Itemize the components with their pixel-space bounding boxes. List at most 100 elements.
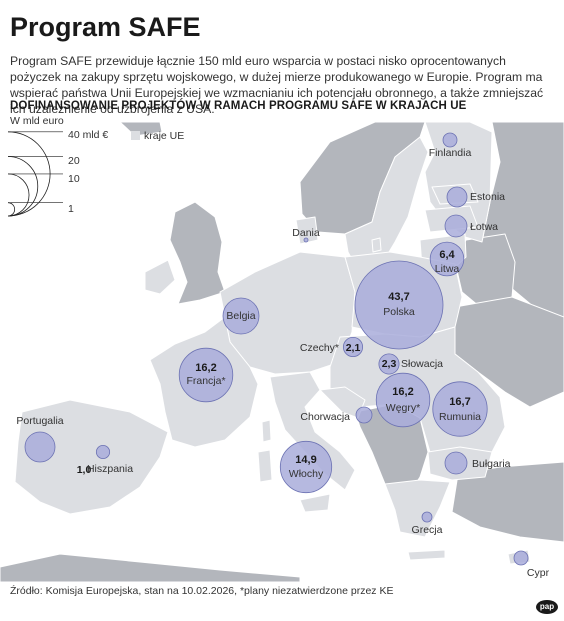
country-marker: Bułgaria xyxy=(444,451,511,475)
legend-circle-1 xyxy=(7,202,16,217)
page-title: Program SAFE xyxy=(10,12,201,42)
eu-legend-label: kraje UE xyxy=(144,130,184,142)
country-name-label: Czechy* xyxy=(300,342,339,354)
country-bubble xyxy=(444,451,468,475)
country-name-label: Hiszpania xyxy=(87,463,133,475)
country-bubble xyxy=(342,336,364,358)
country-name-label: Polska xyxy=(383,306,415,318)
land-ireland xyxy=(144,259,176,295)
country-bubble xyxy=(178,347,234,403)
bubble-layer: Finlandia Estonia Łotwa 6,4 Litwa Dania 43,7 Po… xyxy=(16,132,550,579)
country-name-label: Węgry* xyxy=(386,402,420,414)
country-name-label: Cypr xyxy=(527,567,550,579)
country-bubble xyxy=(354,260,444,350)
country-marker: 2,3 Słowacja xyxy=(378,353,443,375)
source-note: Źródło: Komisja Europejska, stan na 10.0… xyxy=(10,585,394,597)
country-marker: Belgia xyxy=(222,297,260,335)
country-name-label: Portugalia xyxy=(16,415,63,427)
legend-circle-10 xyxy=(7,173,30,217)
country-value-label: 16,2 xyxy=(195,362,216,374)
country-bubble xyxy=(375,372,431,428)
land-corsica xyxy=(261,419,272,443)
country-bubble xyxy=(95,444,111,460)
land-greece xyxy=(384,479,451,538)
country-marker: Portugalia xyxy=(16,415,64,463)
country-name-label: Włochy xyxy=(289,468,324,480)
country-bubble xyxy=(355,406,373,424)
legend-size-label: 10 xyxy=(68,173,80,185)
legend-size-1: 1 xyxy=(7,202,74,217)
country-name-label: Chorwacja xyxy=(300,411,350,423)
country-name-label: Litwa xyxy=(435,263,460,275)
country-marker: Cypr xyxy=(513,550,550,579)
pap-logo: pap xyxy=(536,600,558,614)
country-value-label: 1,0 xyxy=(77,464,92,476)
country-name-label: Estonia xyxy=(470,191,505,203)
country-name-label: Grecja xyxy=(412,524,443,536)
eu-legend: kraje UE xyxy=(131,130,184,142)
land-denmark xyxy=(295,216,319,245)
country-bubble xyxy=(421,511,433,523)
country-bubble xyxy=(444,214,468,238)
land-iberia xyxy=(14,399,169,515)
country-value-label: 14,9 xyxy=(295,454,316,466)
legend-size-label: 1 xyxy=(68,203,74,215)
land-sicily xyxy=(299,493,331,513)
unit-label: W mld euro xyxy=(10,115,64,127)
country-marker: Łotwa xyxy=(444,214,498,238)
land-iceland xyxy=(119,122,163,137)
country-bubble xyxy=(24,431,56,463)
country-marker: Dania xyxy=(292,227,320,243)
country-name-label: Dania xyxy=(292,227,320,239)
country-value-label: 2,3 xyxy=(382,358,397,370)
country-value-label: 2,1 xyxy=(346,342,361,354)
country-marker: 16,7 Rumunia xyxy=(432,381,488,437)
map-subtitle: DOFINANSOWANIE PROJEKTÓW W RAMACH PROGRA… xyxy=(10,100,467,112)
country-bubble xyxy=(222,297,260,335)
land-uk xyxy=(169,201,226,305)
country-name-label: Finlandia xyxy=(429,147,472,159)
country-name-label: Bułgaria xyxy=(472,458,511,470)
legend-size-label: 20 xyxy=(68,155,80,167)
legend-size-10: 10 xyxy=(7,173,80,217)
country-marker: 2,1 Czechy* xyxy=(300,336,364,358)
country-value-label: 16,2 xyxy=(392,386,413,398)
country-marker: Estonia xyxy=(446,186,505,208)
country-value-label: 6,4 xyxy=(439,249,455,261)
country-name-label: Słowacja xyxy=(401,358,443,370)
legend-size-20: 20 xyxy=(7,155,80,217)
country-value-label: 16,7 xyxy=(449,396,470,408)
size-legend: 40 mld € 20 10 1 xyxy=(7,129,108,217)
land-turkey xyxy=(451,461,564,543)
europe-map: 40 mld € 20 10 1 kraje UE Finlandia Estonia Ł… xyxy=(0,122,564,582)
country-marker: 6,4 Litwa xyxy=(429,241,465,277)
country-bubble xyxy=(446,186,468,208)
country-value-label: 43,7 xyxy=(388,291,409,303)
country-name-label: Francja* xyxy=(186,375,225,387)
country-name-label: Belgia xyxy=(226,310,255,322)
land-north-africa xyxy=(0,553,301,582)
country-bubble xyxy=(429,241,465,277)
country-bubble xyxy=(303,237,309,243)
country-marker: 16,2 Węgry* xyxy=(375,372,431,428)
country-bubble xyxy=(442,132,458,148)
country-name-label: Rumunia xyxy=(439,411,481,423)
legend-size-label: 40 mld € xyxy=(68,129,108,141)
land-sardinia xyxy=(257,449,273,483)
country-marker: Finlandia xyxy=(429,132,472,159)
country-name-label: Łotwa xyxy=(470,221,498,233)
country-bubble xyxy=(378,353,400,375)
country-marker: Chorwacja xyxy=(300,406,373,424)
country-marker: 43,7 Polska xyxy=(354,260,444,350)
country-marker: 14,9 Włochy xyxy=(279,440,333,494)
country-marker: Grecja xyxy=(412,511,443,536)
land-crete xyxy=(407,549,446,561)
description-text: Program SAFE przewiduje łącznie 150 mld … xyxy=(10,54,544,116)
country-bubble xyxy=(513,550,529,566)
legend-circle-20 xyxy=(7,156,39,217)
land-gotland xyxy=(371,237,382,253)
land-sweden xyxy=(344,136,429,275)
country-bubble xyxy=(279,440,333,494)
